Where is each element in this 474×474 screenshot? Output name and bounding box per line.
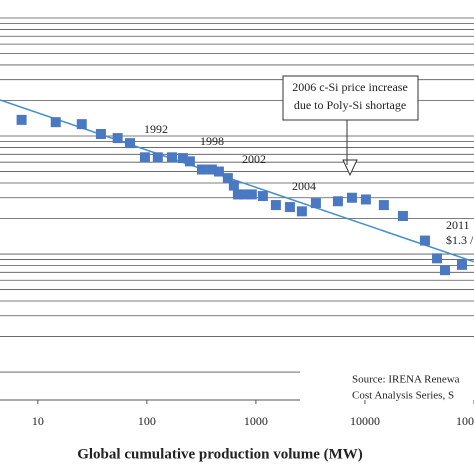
source-box [300,368,474,404]
annotation: due to Poly-Si shortage [294,98,406,112]
annotation: 2004 [292,179,316,193]
annotation: $1.3 / [446,233,474,247]
point [213,166,224,177]
point [296,206,307,217]
point [246,189,257,200]
point [360,194,371,205]
point [346,192,357,203]
point [16,114,27,125]
point [310,198,321,209]
point [378,200,389,211]
point [166,152,177,163]
annotation-arrow [342,120,358,177]
x-tick-label: 100000 [456,414,474,428]
source: Source: IRENA Renewa [352,374,460,386]
point [152,152,163,163]
point [222,173,233,184]
annotation: 2006 c-Si price increase [292,80,408,94]
point [432,253,443,264]
point [95,128,106,139]
annotation: 1998 [200,134,224,148]
point [419,235,430,246]
point [257,191,268,202]
point [456,259,467,270]
point [76,119,87,130]
x-axis-label: Global cumulative production volume (MW) [77,446,363,462]
annotation: 1992 [144,122,168,136]
point [184,156,195,167]
point [177,153,188,164]
annotation: 2002 [242,152,266,166]
point [50,117,61,128]
point [439,265,450,276]
point [270,200,281,211]
x-tick-label: 100 [138,414,156,428]
x-tick-label: 1000 [244,414,268,428]
annotation: 2011 [446,218,470,232]
point [232,189,243,200]
point [196,164,207,175]
point [124,138,135,149]
point [238,189,249,200]
point [112,133,123,144]
marks [0,99,474,276]
point [206,164,217,175]
x-tick-label: 10 [32,414,44,428]
source: Cost Analysis Series, S [352,390,454,402]
point [139,152,150,163]
x-tick-label: 10000 [350,414,380,428]
point [332,196,343,207]
annotation-box [282,75,419,121]
point [397,211,408,222]
point [228,180,239,191]
point [284,202,295,213]
